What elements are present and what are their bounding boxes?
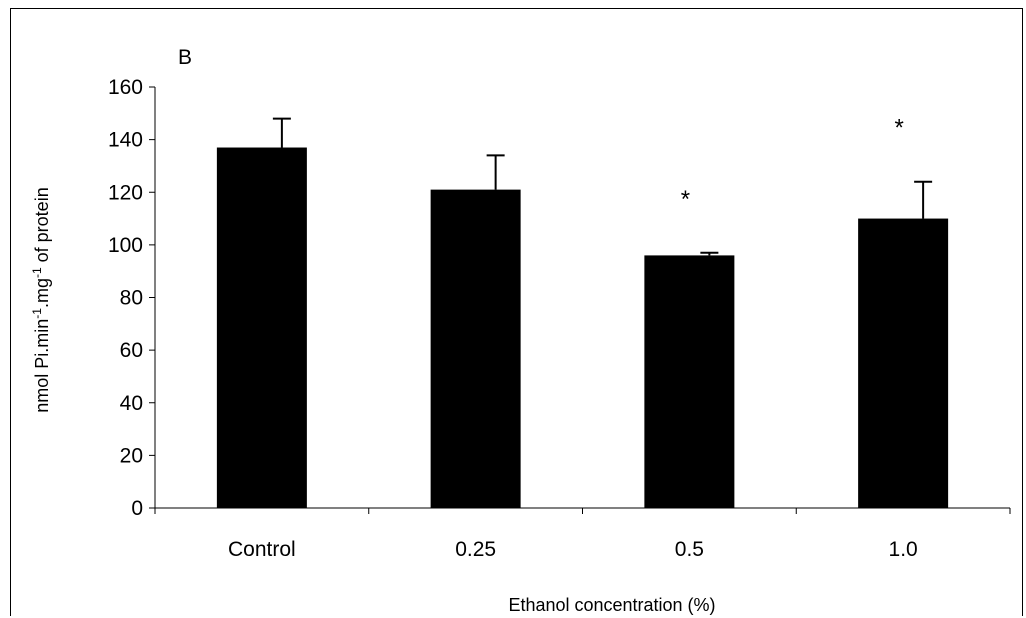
x-tick-label: 1.0 (889, 538, 918, 561)
y-tick-label: 60 (120, 339, 143, 362)
y-tick-label: 20 (120, 444, 143, 467)
y-tick-label: 120 (108, 181, 143, 204)
error-bars-group (272, 117, 933, 256)
x-tick-label: Control (228, 538, 296, 561)
figure-frame (10, 8, 1023, 616)
y-tick-label: 40 (120, 392, 143, 415)
y-tick-label: 80 (120, 287, 143, 310)
y-tick-label: 140 (108, 129, 143, 152)
bar (644, 255, 735, 508)
bar (216, 147, 307, 509)
x-axis-title: Ethanol concentration (%) (508, 595, 715, 615)
bar (858, 218, 949, 508)
y-ticks: 0 20 40 60 80 100 120 140 160 (108, 76, 155, 520)
x-ticks: Control 0.25 0.5 1.0 (154, 508, 1011, 561)
y-tick-label: 160 (108, 76, 143, 99)
panel-label: B (178, 46, 192, 69)
x-tick-label: 0.5 (675, 538, 704, 561)
significance-star: * (894, 115, 903, 142)
significance-markers: ** (681, 115, 904, 213)
bars-group (216, 147, 949, 509)
y-axis-title: nmol Pi.min-1.mg-1 of protein (30, 187, 52, 412)
y-tick-label: 100 (108, 234, 143, 257)
y-tick-label: 0 (131, 497, 143, 520)
bar (430, 189, 521, 508)
x-tick-label: 0.25 (455, 538, 496, 561)
significance-star: * (681, 186, 690, 213)
